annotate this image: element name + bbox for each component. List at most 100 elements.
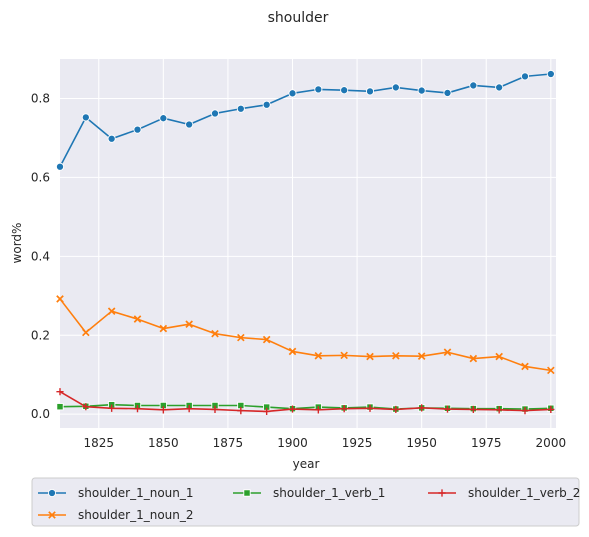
x-tick-label: 1850 [148, 436, 179, 450]
data-point [340, 86, 349, 95]
data-point [417, 86, 426, 95]
plot-area [60, 59, 556, 428]
data-point [495, 352, 503, 361]
data-point [107, 307, 116, 315]
data-point [520, 72, 530, 81]
data-point [469, 354, 478, 363]
series-line-shoulder_1_noun_1 [59, 73, 551, 168]
data-point [288, 405, 297, 413]
series-shoulder_1_noun_1 [55, 69, 555, 171]
data-point [211, 405, 219, 414]
data-point [262, 100, 271, 109]
legend-item-shoulder_1_verb_2: shoulder_1_verb_2 [428, 486, 580, 500]
data-point [56, 388, 64, 396]
x-tick-label: 1900 [277, 436, 308, 450]
axis-ticks: 1825 1850 1875 1900 1925 1950 1975 2000 0.0 0.2 0.… [31, 91, 566, 450]
chart-title: shoulder [268, 10, 329, 26]
legend-swatch-marker [438, 489, 446, 497]
series-shoulder_1_noun_2 [56, 295, 555, 375]
y-tick-label: 0.6 [31, 170, 50, 184]
data-point [365, 87, 375, 96]
data-point [288, 347, 297, 356]
data-point [418, 404, 426, 412]
data-point [236, 104, 245, 113]
data-point [417, 352, 426, 360]
data-point [55, 162, 65, 171]
data-point [159, 114, 168, 123]
data-point [107, 134, 116, 143]
data-point [314, 406, 322, 414]
data-point [314, 351, 323, 360]
data-point [469, 81, 478, 90]
data-point [546, 69, 555, 79]
series-line-shoulder_1_noun_2 [59, 298, 551, 372]
data-point [547, 405, 555, 414]
data-point [82, 328, 90, 337]
series-shoulder_1_verb_2 [56, 388, 555, 416]
legend-label: shoulder_1_verb_1 [273, 486, 385, 500]
x-axis-title: year [293, 457, 320, 471]
legend-swatch-marker [47, 488, 57, 498]
y-tick-label: 0.0 [31, 407, 50, 421]
data-point [159, 324, 168, 333]
legend-label: shoulder_1_noun_2 [78, 508, 194, 522]
data-point [392, 351, 400, 360]
data-point [340, 351, 348, 360]
data-point [82, 403, 90, 411]
legend-swatch-marker [243, 489, 251, 497]
data-point [443, 405, 452, 413]
data-point [210, 109, 220, 118]
legend-item-shoulder_1_noun_1: shoulder_1_noun_1 [38, 486, 194, 500]
data-point [133, 315, 142, 323]
gridlines [60, 59, 556, 428]
data-point [56, 403, 64, 411]
y-tick-label: 0.8 [31, 91, 50, 105]
legend-label: shoulder_1_verb_2 [468, 486, 580, 500]
x-tick-label: 1925 [342, 436, 373, 450]
data-point [262, 335, 271, 344]
data-point [391, 83, 400, 92]
legend-swatch-marker [48, 511, 56, 519]
data-point [443, 88, 452, 97]
x-tick-label: 1950 [406, 436, 437, 450]
data-point [159, 406, 167, 414]
data-point [263, 407, 271, 416]
data-point [288, 89, 297, 98]
data-point [443, 348, 452, 357]
data-point [495, 406, 503, 414]
data-point [366, 404, 374, 412]
series-layer [55, 69, 555, 416]
data-point [366, 352, 374, 361]
data-point [314, 85, 323, 94]
y-tick-label: 0.2 [31, 328, 50, 342]
data-point [133, 405, 142, 413]
x-tick-label: 1975 [471, 436, 502, 450]
data-point [56, 295, 64, 303]
data-point [133, 125, 142, 134]
y-axis-title: word% [10, 223, 24, 264]
data-point [237, 333, 245, 342]
data-point [495, 83, 504, 92]
series-line-shoulder_1_verb_2 [59, 391, 551, 413]
data-point [521, 362, 529, 371]
data-point [185, 320, 193, 329]
data-point [185, 405, 193, 413]
x-tick-label: 1875 [213, 436, 244, 450]
x-tick-label: 1825 [83, 436, 114, 450]
data-point [469, 405, 477, 414]
legend-item-shoulder_1_noun_2: shoulder_1_noun_2 [38, 508, 194, 522]
data-point [81, 113, 90, 122]
data-point [185, 120, 194, 129]
legend: shoulder_1_noun_1 shoulder_1_noun_2 should… [31, 477, 580, 527]
data-point [521, 407, 529, 415]
data-point [340, 405, 348, 413]
data-point [108, 404, 116, 412]
data-point [547, 366, 555, 375]
data-point [392, 405, 400, 414]
legend-label: shoulder_1_noun_1 [78, 486, 194, 500]
data-point [237, 407, 245, 415]
y-tick-label: 0.4 [31, 249, 50, 263]
legend-item-shoulder_1_verb_1: shoulder_1_verb_1 [233, 486, 385, 500]
data-point [211, 329, 219, 338]
